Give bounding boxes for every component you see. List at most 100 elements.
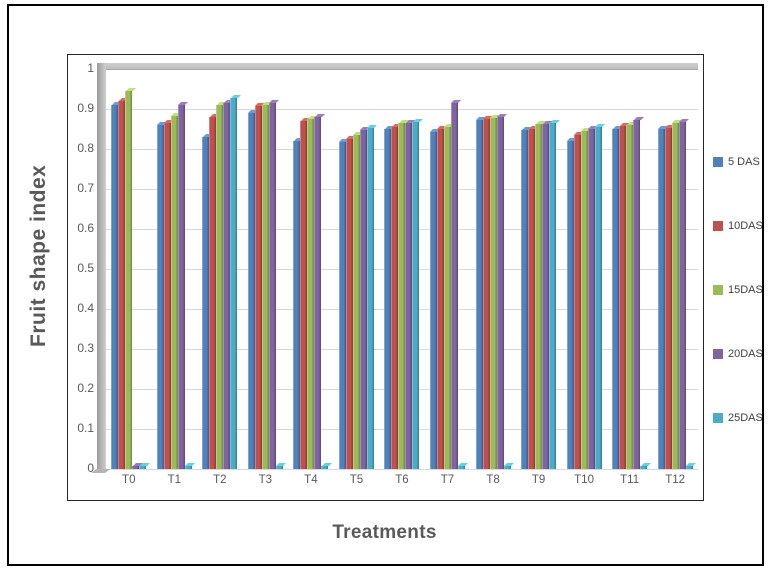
- legend-swatch-15DAS: [713, 285, 723, 295]
- back-wall-left: [97, 63, 106, 469]
- legend-item-5DAS: 5 DAS: [713, 156, 763, 168]
- x-tick-label-T6: T6: [395, 474, 409, 486]
- bar-group-T7: [425, 69, 471, 469]
- bar-15DAS-T3: [261, 105, 269, 469]
- x-tick-label-T9: T9: [531, 474, 546, 486]
- bar-5DAS-T11: [612, 128, 620, 469]
- bar-25DAS-T10: [594, 126, 602, 469]
- bar-25DAS-T9: [549, 123, 557, 469]
- bar-20DAS-T2: [223, 102, 231, 469]
- x-axis-tick-labels: T0 T1 T2 T3 T4 T5 T6 T7 T8 T9 T10 T11 T12: [106, 474, 698, 486]
- bar-15DAS-T5: [352, 134, 360, 469]
- bar-25DAS-T7: [457, 466, 465, 469]
- y-tick-label-0.2: 0.2: [77, 381, 94, 395]
- bar-group-T10: [561, 69, 607, 469]
- bar-group-T3: [243, 69, 289, 469]
- x-tick-label-T11: T11: [620, 474, 640, 486]
- legend: 5 DAS 10DAS 15DAS 20DAS 25DAS: [713, 156, 763, 424]
- bar-group-T9: [516, 69, 562, 469]
- bar-25DAS-T11: [640, 466, 648, 469]
- bar-20DAS-T6: [405, 122, 413, 469]
- x-tick-label-T2: T2: [213, 474, 227, 486]
- bar-20DAS-T5: [359, 129, 367, 469]
- bar-5DAS-T2: [202, 137, 210, 469]
- bar-25DAS-T4: [321, 466, 329, 469]
- bar-20DAS-T4: [314, 117, 322, 469]
- bar-10DAS-T1: [163, 123, 171, 469]
- bar-10DAS-T8: [482, 119, 490, 469]
- bar-group-T1: [152, 69, 198, 469]
- bar-5DAS-T9: [521, 129, 529, 469]
- x-tick-label-T12: T12: [665, 474, 686, 486]
- bar-10DAS-T5: [345, 139, 353, 469]
- legend-item-10DAS: 10DAS: [713, 220, 763, 232]
- bar-10DAS-T3: [254, 105, 262, 469]
- bar-20DAS-T0: [132, 466, 140, 469]
- y-tick-label-1: 1: [87, 61, 94, 75]
- bar-15DAS-T7: [443, 126, 451, 469]
- bar-20DAS-T9: [542, 123, 550, 469]
- x-tick-label-T5: T5: [349, 474, 364, 486]
- y-tick-label-0.6: 0.6: [77, 221, 94, 235]
- y-tick-label-0.3: 0.3: [77, 341, 94, 355]
- bar-25DAS-T5: [366, 128, 374, 469]
- legend-item-25DAS: 25DAS: [713, 412, 763, 424]
- chart-outer-border: Fruit shape index 1 0.9 0.8 0.7 0.6 0.5 0.4 0.3…: [7, 4, 764, 566]
- bar-25DAS-T2: [230, 97, 238, 469]
- bar-15DAS-T12: [671, 123, 679, 469]
- plot-area: [97, 63, 698, 470]
- bar-15DAS-T1: [170, 116, 178, 469]
- bar-10DAS-T2: [209, 117, 217, 469]
- bar-10DAS-T7: [436, 129, 444, 469]
- bar-groups-row: [106, 69, 698, 469]
- bar-group-T2: [197, 69, 243, 469]
- y-tick-label-0.4: 0.4: [77, 301, 94, 315]
- bar-15DAS-T4: [307, 118, 315, 469]
- bar-5DAS-T4: [293, 141, 301, 469]
- legend-swatch-25DAS: [713, 413, 723, 423]
- bar-5DAS-T1: [156, 125, 164, 469]
- bar-15DAS-T10: [580, 131, 588, 469]
- legend-swatch-10DAS: [713, 221, 723, 231]
- y-tick-label-0.5: 0.5: [77, 261, 94, 275]
- x-axis-title: Treatments: [332, 522, 437, 543]
- bar-10DAS-T4: [300, 121, 308, 469]
- y-tick-label-0.8: 0.8: [77, 141, 94, 155]
- bar-15DAS-T6: [398, 123, 406, 469]
- bar-25DAS-T8: [503, 466, 511, 469]
- x-tick-label-T1: T1: [167, 474, 181, 486]
- legend-label-25DAS: 25DAS: [728, 412, 763, 424]
- bar-5DAS-T6: [384, 129, 392, 469]
- x-tick-label-T3: T3: [258, 474, 273, 486]
- bar-20DAS-T7: [450, 103, 458, 469]
- bar-25DAS-T6: [412, 122, 420, 469]
- bar-5DAS-T5: [338, 141, 346, 469]
- legend-label-10DAS: 10DAS: [728, 220, 763, 232]
- bar-10DAS-T12: [664, 127, 672, 469]
- y-tick-label-0.9: 0.9: [77, 101, 94, 115]
- bar-group-T8: [470, 69, 516, 469]
- gridline-0: [97, 469, 698, 470]
- bar-group-T12: [652, 69, 698, 469]
- bar-5DAS-T10: [566, 141, 574, 469]
- x-tick-label-T10: T10: [574, 474, 594, 486]
- x-tick-label-T0: T0: [122, 474, 136, 486]
- legend-item-20DAS: 20DAS: [713, 348, 763, 360]
- bar-group-T6: [379, 69, 425, 469]
- bar-10DAS-T9: [528, 128, 536, 469]
- bar-5DAS-T7: [429, 131, 437, 469]
- legend-swatch-20DAS: [713, 349, 723, 359]
- bar-25DAS-T3: [275, 466, 283, 469]
- legend-label-20DAS: 20DAS: [728, 348, 763, 360]
- legend-swatch-5DAS: [713, 157, 723, 167]
- bar-25DAS-T0: [139, 466, 147, 469]
- bar-group-T5: [334, 69, 380, 469]
- bar-25DAS-T12: [685, 466, 693, 469]
- bar-5DAS-T3: [247, 113, 255, 469]
- x-tick-label-T4: T4: [304, 474, 318, 486]
- bar-5DAS-T8: [475, 120, 483, 469]
- bar-15DAS-T2: [216, 105, 224, 469]
- bar-10DAS-T10: [573, 135, 581, 469]
- back-wall-top: [97, 63, 698, 70]
